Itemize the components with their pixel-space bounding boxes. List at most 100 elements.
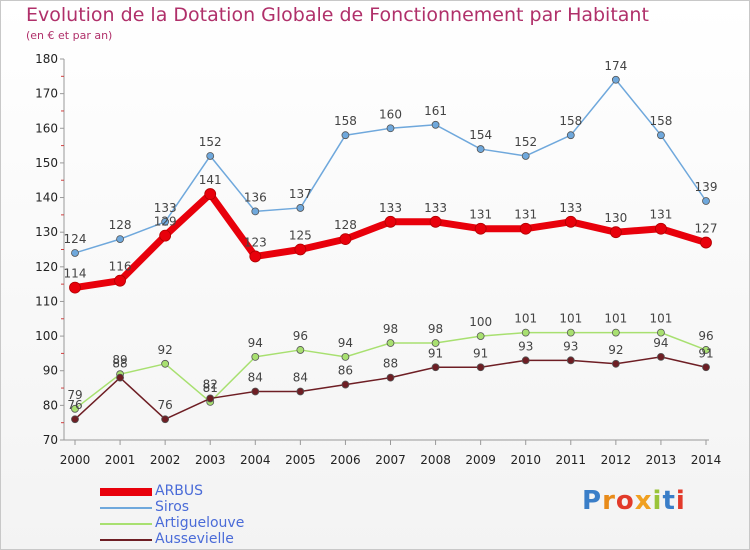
legend-swatch xyxy=(100,507,152,509)
data-point-siros xyxy=(521,152,530,160)
data-point-artiguelouve xyxy=(521,328,530,337)
x-tick-label: 2012 xyxy=(601,453,632,467)
data-label-siros: 133 xyxy=(154,201,177,215)
data-point-siros xyxy=(161,217,170,226)
data-label-artiguelouve: 101 xyxy=(514,312,537,326)
data-label-artiguelouve: 101 xyxy=(604,312,627,326)
x-tick-label: 2014 xyxy=(691,453,722,467)
x-tick-label: 2007 xyxy=(375,453,406,467)
data-point-aussevielle xyxy=(386,373,395,382)
x-tick-label: 2009 xyxy=(465,453,496,467)
data-point-siros xyxy=(386,124,395,133)
legend-label: Artiguelouve xyxy=(155,515,245,531)
y-tick-label: 70 xyxy=(43,433,58,447)
y-tick-label: 160 xyxy=(35,121,58,135)
data-label-artiguelouve: 101 xyxy=(559,312,582,326)
x-tick-label: 2010 xyxy=(510,453,541,467)
legend-item-aussevielle: Aussevielle xyxy=(100,531,360,548)
y-tick-label: 120 xyxy=(35,260,58,274)
data-label-arbus: 130 xyxy=(604,211,627,225)
data-point-aussevielle xyxy=(657,352,665,361)
data-point-artiguelouve xyxy=(431,339,440,347)
data-point-aussevielle xyxy=(476,363,485,372)
data-label-aussevielle: 93 xyxy=(518,339,533,353)
data-point-arbus xyxy=(655,222,667,235)
data-label-artiguelouve: 81 xyxy=(203,381,218,395)
data-label-arbus: 123 xyxy=(244,235,267,249)
data-label-arbus: 131 xyxy=(514,208,537,222)
logo-letter: i xyxy=(675,486,686,516)
data-point-artiguelouve xyxy=(611,328,620,337)
x-tick-label: 2013 xyxy=(646,453,677,467)
x-tick-label: 2003 xyxy=(195,453,226,467)
data-point-artiguelouve xyxy=(702,346,710,354)
data-point-aussevielle xyxy=(71,415,79,424)
data-point-arbus xyxy=(564,215,577,228)
data-point-aussevielle xyxy=(251,387,260,396)
data-point-arbus xyxy=(294,243,307,256)
data-label-aussevielle: 88 xyxy=(112,357,127,371)
data-point-aussevielle xyxy=(521,356,530,365)
data-label-aussevielle: 76 xyxy=(67,398,82,412)
data-point-arbus xyxy=(114,274,126,287)
data-label-artiguelouve: 96 xyxy=(698,329,713,343)
data-point-aussevielle xyxy=(341,380,350,389)
data-point-artiguelouve xyxy=(566,328,575,337)
data-label-siros: 152 xyxy=(199,135,222,149)
data-point-arbus xyxy=(159,229,172,242)
data-label-arbus: 133 xyxy=(379,201,402,215)
y-tick-label: 180 xyxy=(35,52,58,66)
data-point-siros xyxy=(476,145,485,153)
data-label-artiguelouve: 100 xyxy=(469,315,492,329)
data-point-siros xyxy=(251,207,260,216)
chart-title: Evolution de la Dotation Globale de Fonc… xyxy=(26,4,649,26)
data-label-arbus: 127 xyxy=(695,222,718,236)
y-tick-label: 90 xyxy=(43,364,58,378)
data-point-artiguelouve xyxy=(657,328,665,337)
data-point-arbus xyxy=(519,222,532,235)
data-label-aussevielle: 91 xyxy=(698,346,713,360)
data-point-arbus xyxy=(609,226,622,239)
proxiti-logo: Proxiti xyxy=(582,486,686,516)
data-label-aussevielle: 76 xyxy=(158,398,173,412)
x-tick-label: 2011 xyxy=(556,453,587,467)
data-label-siros: 158 xyxy=(559,114,582,128)
y-tick-label: 170 xyxy=(35,87,58,101)
data-label-aussevielle: 91 xyxy=(473,346,488,360)
data-label-artiguelouve: 98 xyxy=(383,322,398,336)
x-tick-label: 2000 xyxy=(60,453,91,467)
legend-item-siros: Siros xyxy=(100,499,360,516)
x-tick-label: 2008 xyxy=(420,453,451,467)
data-point-artiguelouve xyxy=(386,339,395,347)
data-label-arbus: 128 xyxy=(334,218,357,232)
logo-letter: t xyxy=(662,486,676,516)
data-point-siros xyxy=(116,235,124,244)
data-label-arbus: 125 xyxy=(289,229,312,243)
data-point-artiguelouve xyxy=(71,404,79,413)
data-label-aussevielle: 82 xyxy=(203,377,218,391)
legend-swatch xyxy=(100,523,152,525)
data-label-siros: 136 xyxy=(244,190,267,204)
data-label-siros: 174 xyxy=(604,59,627,73)
logo-letter: i xyxy=(652,486,663,516)
data-point-aussevielle xyxy=(206,394,215,403)
data-label-arbus: 114 xyxy=(64,267,87,281)
y-tick-label: 80 xyxy=(43,398,58,412)
legend-item-arbus: ARBUS xyxy=(100,483,360,500)
data-label-artiguelouve: 101 xyxy=(649,312,672,326)
data-point-siros xyxy=(341,131,350,140)
x-tick-label: 2004 xyxy=(240,453,271,467)
data-label-aussevielle: 84 xyxy=(248,371,263,385)
chart-subtitle: (en € et par an) xyxy=(26,29,113,42)
data-label-siros: 161 xyxy=(424,104,447,118)
logo-letter: P xyxy=(582,486,603,516)
data-point-siros xyxy=(611,75,620,84)
x-tick-label: 2006 xyxy=(330,453,361,467)
data-label-artiguelouve: 79 xyxy=(67,388,82,402)
data-label-siros: 158 xyxy=(334,114,357,128)
data-point-arbus xyxy=(69,281,81,294)
data-point-aussevielle xyxy=(116,373,124,382)
data-point-aussevielle xyxy=(431,363,440,372)
data-point-siros xyxy=(296,204,305,212)
data-point-arbus xyxy=(384,215,397,228)
